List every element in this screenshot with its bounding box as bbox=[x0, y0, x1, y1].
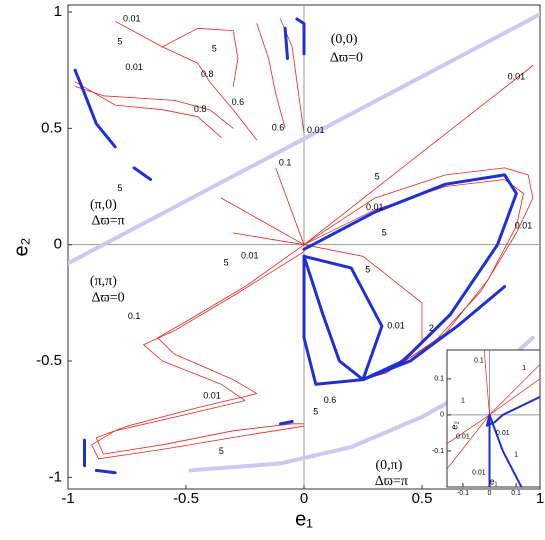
curve bbox=[68, 12, 540, 266]
annotation: 5 bbox=[382, 227, 387, 237]
curve bbox=[302, 254, 365, 386]
curve bbox=[303, 244, 423, 380]
annotation: 0.01 bbox=[241, 251, 259, 261]
annotation: 0.01 bbox=[496, 430, 510, 437]
curve bbox=[162, 27, 239, 87]
y-tick-label: 0 bbox=[54, 236, 62, 253]
y-tick-label: -1 bbox=[49, 468, 62, 485]
curve bbox=[278, 420, 294, 426]
inset-frame bbox=[446, 349, 541, 488]
y-axis-label: e₂ bbox=[10, 238, 32, 257]
annotation: 1 bbox=[522, 365, 526, 372]
curve bbox=[91, 251, 305, 460]
annotation: 5 bbox=[117, 183, 122, 193]
annotation: 0.01 bbox=[125, 62, 143, 72]
y-tick-label: 0 bbox=[440, 412, 444, 419]
curve bbox=[256, 23, 286, 129]
annotation: 0.8 bbox=[201, 69, 214, 79]
y-tick-label: -0.5 bbox=[36, 352, 62, 369]
annotation: 5 bbox=[375, 172, 380, 182]
region-label: (0,π) bbox=[376, 458, 403, 473]
region-label: Δϖ=π bbox=[375, 474, 408, 489]
x-tick-label: 0.5 bbox=[412, 490, 433, 507]
y-tick-label: 0.1 bbox=[434, 376, 444, 383]
x-tick-label: 0.1 bbox=[511, 490, 521, 497]
annotation: 0.6 bbox=[232, 97, 245, 107]
annotation: 5 bbox=[224, 258, 229, 268]
curve bbox=[302, 254, 365, 382]
curve bbox=[132, 166, 153, 181]
region-label: Δϖ=π bbox=[92, 214, 125, 229]
curve bbox=[74, 86, 234, 129]
curve bbox=[283, 26, 289, 60]
annotation: 0.01 bbox=[515, 220, 533, 230]
y-tick-label: -0.1 bbox=[432, 448, 444, 455]
annotation: 5 bbox=[365, 265, 370, 275]
annotation: 0.01 bbox=[203, 390, 221, 400]
annotation: 0.1 bbox=[279, 158, 292, 168]
curve bbox=[114, 20, 258, 141]
annotation: 0.01 bbox=[508, 72, 526, 82]
curve bbox=[485, 395, 540, 427]
curve bbox=[275, 167, 305, 246]
region-label: (π,π) bbox=[90, 274, 117, 289]
curve bbox=[302, 173, 518, 382]
region-label: Δϖ=0 bbox=[92, 290, 125, 305]
y-axis-label: e₂ bbox=[449, 421, 459, 430]
region-label: (π,0) bbox=[90, 197, 117, 212]
curve bbox=[447, 414, 490, 445]
curve bbox=[447, 414, 490, 470]
x-tick-label: -0.5 bbox=[173, 490, 199, 507]
annotation: 0.01 bbox=[307, 125, 325, 135]
region-label: Δϖ=0 bbox=[330, 51, 363, 66]
y-tick-label: 0.5 bbox=[41, 119, 62, 136]
curve bbox=[74, 81, 222, 138]
curve bbox=[489, 378, 540, 416]
annotation: 0.6 bbox=[324, 395, 337, 405]
annotation: 0.8 bbox=[194, 104, 207, 114]
curve bbox=[361, 285, 507, 382]
annotation: 0.01 bbox=[456, 433, 470, 440]
x-tick-label: -1 bbox=[61, 490, 74, 507]
curve bbox=[488, 413, 523, 487]
curve bbox=[483, 350, 490, 416]
annotation: 0.6 bbox=[272, 123, 285, 133]
region-label: (0,0) bbox=[331, 32, 358, 47]
annotation: 5 bbox=[117, 37, 122, 47]
x-axis-label: e₁ bbox=[489, 476, 497, 486]
y-tick-label: 1 bbox=[54, 3, 62, 20]
annotation: 1 bbox=[514, 451, 518, 458]
annotation: 5 bbox=[212, 44, 217, 54]
annotation: 0.01 bbox=[366, 202, 384, 212]
curve bbox=[94, 468, 117, 475]
annotation: 0.1 bbox=[474, 358, 484, 365]
curve bbox=[232, 232, 305, 246]
annotation: 5 bbox=[313, 407, 318, 417]
annotation: 2 bbox=[429, 323, 434, 333]
x-axis-label: e₁ bbox=[295, 508, 313, 530]
annotation: 1 bbox=[461, 397, 465, 404]
x-tick-label: -0.1 bbox=[457, 490, 469, 497]
curve bbox=[73, 68, 117, 149]
annotation: 0.01 bbox=[123, 13, 141, 23]
x-tick-label: 0 bbox=[300, 490, 308, 507]
curve bbox=[221, 197, 305, 246]
curve bbox=[489, 364, 540, 416]
x-tick-label: 1 bbox=[536, 490, 544, 507]
annotation: 0.01 bbox=[472, 469, 486, 476]
annotation: 0.01 bbox=[387, 320, 405, 330]
curve bbox=[303, 65, 534, 246]
curve bbox=[295, 17, 306, 56]
x-tick-label: 0 bbox=[488, 490, 492, 497]
curve bbox=[95, 244, 305, 455]
annotation: 5 bbox=[219, 446, 224, 456]
curve bbox=[302, 254, 384, 382]
annotation: 0.1 bbox=[128, 311, 141, 321]
